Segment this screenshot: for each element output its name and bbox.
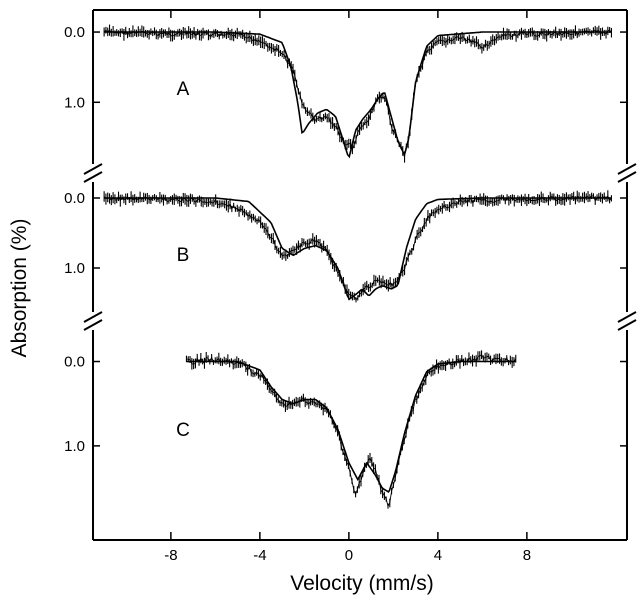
y-tick-label: 0.0 [64,354,85,371]
data-trace [186,354,517,508]
axis-break-mark [83,171,103,183]
axis-break-mark [617,311,637,323]
data-series [103,24,612,163]
panel-label: B [177,245,190,266]
data-trace [103,194,612,301]
y-tick-label: 1.0 [64,260,85,277]
data-series [185,350,517,509]
x-tick-label: 0 [345,547,353,564]
axis-break-mark [617,319,637,331]
panel-label: C [176,420,190,441]
fit-line [104,197,612,301]
plot-frame [83,9,637,541]
axis-break-mark [83,319,103,331]
panel-a: 0.0 1.0 A [64,24,627,163]
y-axis-title: Absorption (%) [8,219,31,358]
x-tick-label: -4 [253,547,266,564]
axis-break-mark [83,311,103,323]
panel-b: 0.0 1.0 B [64,190,627,303]
x-tick-label: -8 [164,547,177,564]
y-tick-label: 1.0 [64,438,85,455]
fit-line [104,31,612,159]
axis-break-mark [617,171,637,183]
x-axis: -8 -4 0 4 8 [164,10,531,564]
x-tick-label: 8 [523,547,531,564]
y-tick-label: 1.0 [64,94,85,111]
axis-break-mark [617,163,637,175]
x-tick-label: 4 [434,547,442,564]
fit-line [186,360,516,493]
y-tick-label: 0.0 [64,190,85,207]
panel-c: 0.0 1.0 C [64,350,627,509]
plot-panels: 0.0 1.0 A 0.0 1.0 B 0.0 1.0 C [64,24,627,509]
x-axis-title: Velocity (mm/s) [290,572,434,595]
y-tick-label: 0.0 [64,24,85,41]
axis-break-mark [83,163,103,175]
panel-label: A [177,79,190,100]
